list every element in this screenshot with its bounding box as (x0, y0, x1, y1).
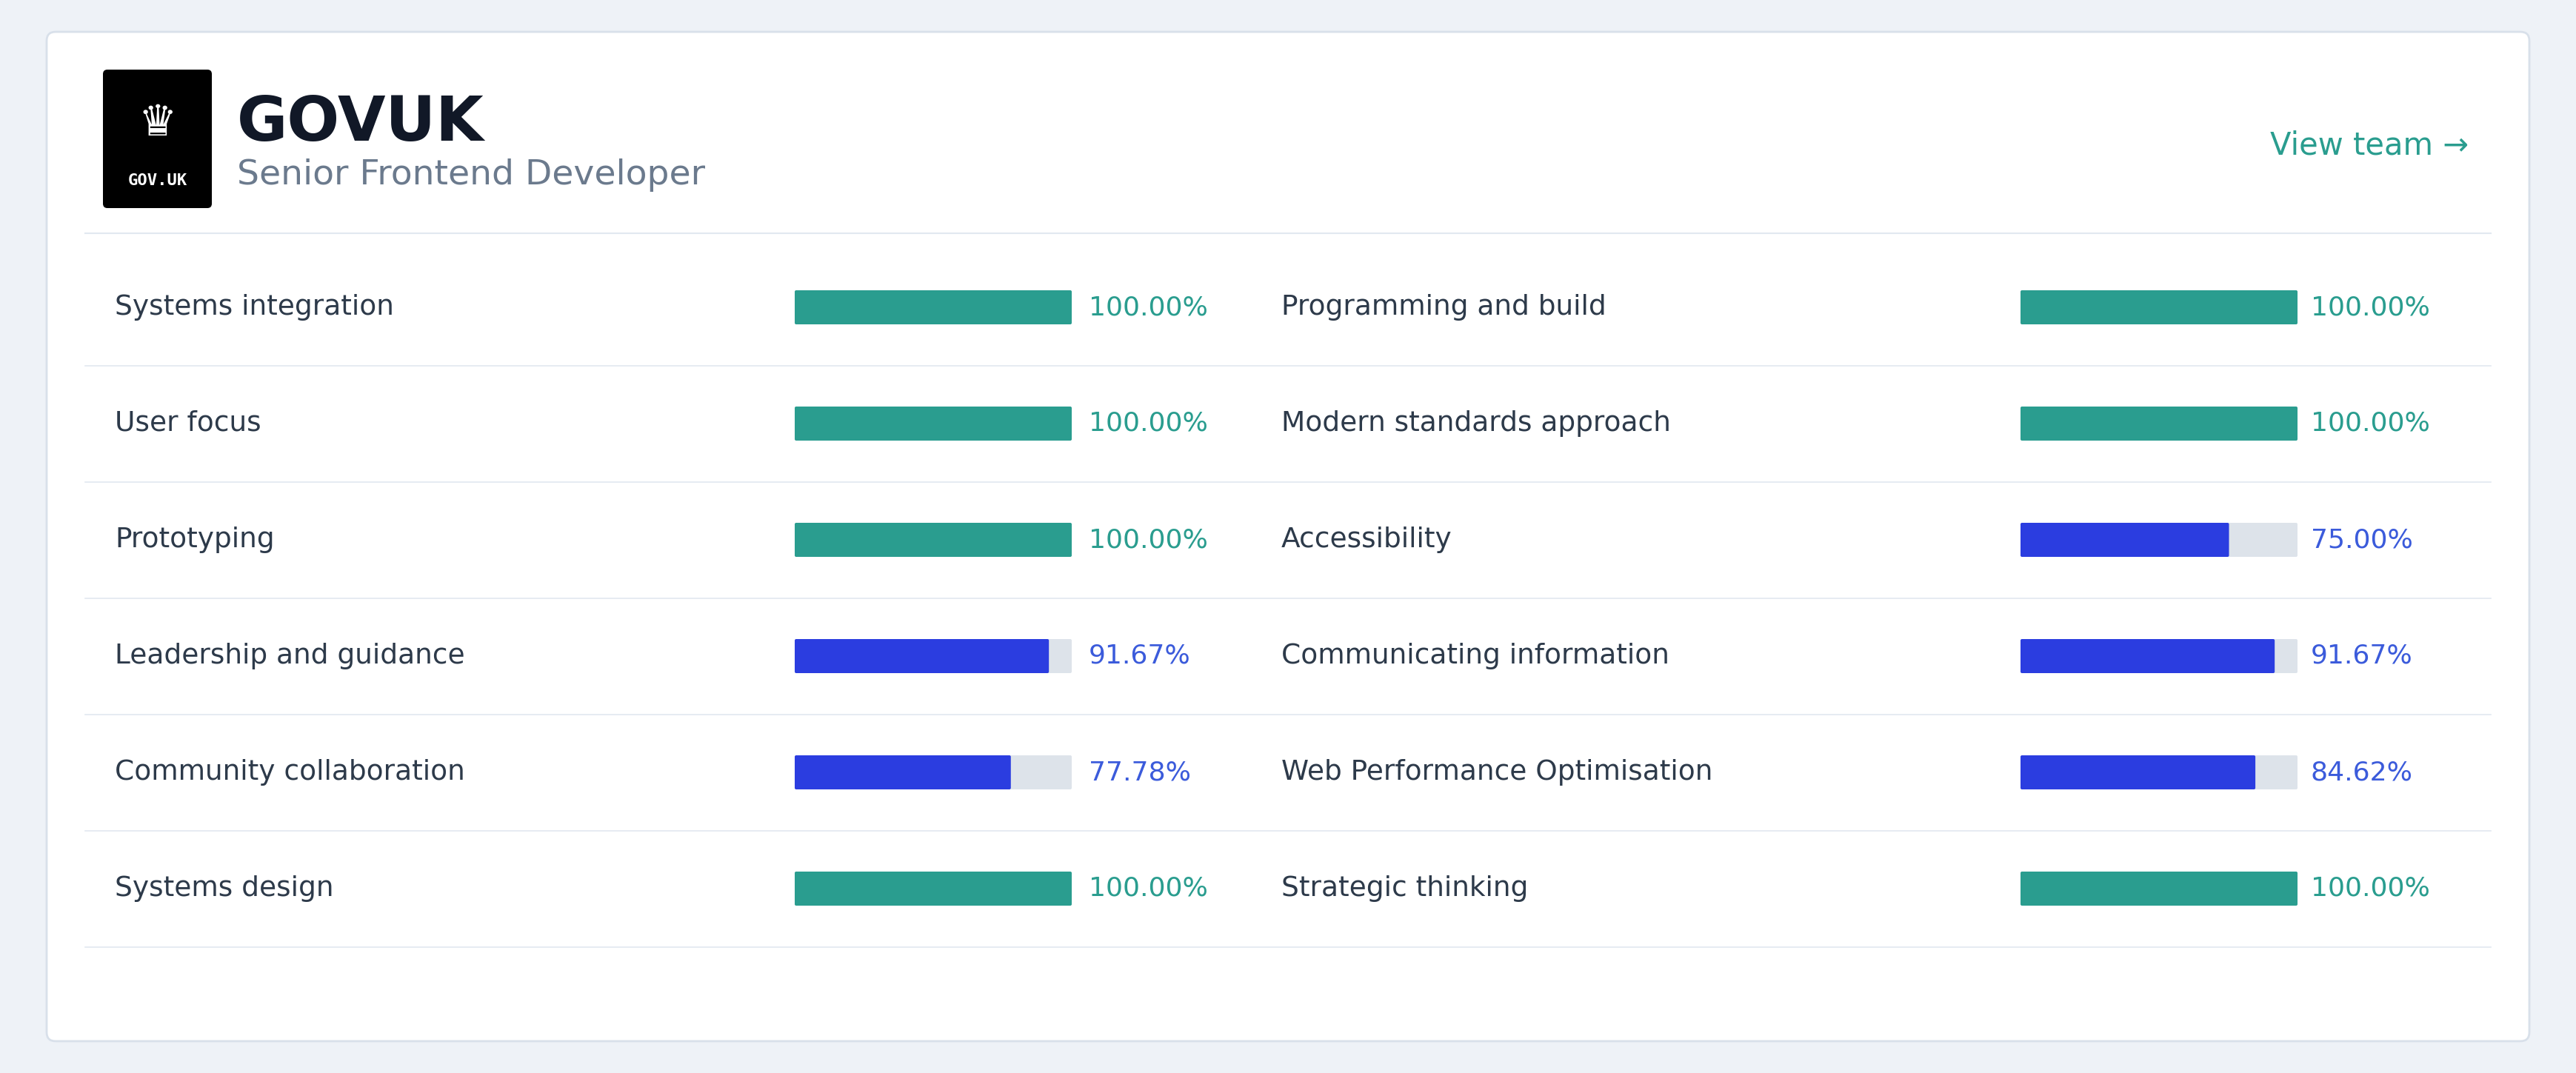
FancyBboxPatch shape (796, 523, 1072, 557)
Text: Leadership and guidance: Leadership and guidance (116, 643, 464, 670)
FancyBboxPatch shape (2020, 871, 2298, 906)
Text: 91.67%: 91.67% (1090, 644, 1190, 668)
Text: 75.00%: 75.00% (2311, 527, 2414, 553)
FancyBboxPatch shape (796, 640, 1048, 673)
Text: 100.00%: 100.00% (1090, 527, 1208, 553)
FancyBboxPatch shape (796, 755, 1072, 790)
Text: Strategic thinking: Strategic thinking (1280, 876, 1528, 902)
FancyBboxPatch shape (46, 32, 2530, 1041)
Text: Modern standards approach: Modern standards approach (1280, 410, 1672, 437)
Text: Web Performance Optimisation: Web Performance Optimisation (1280, 759, 1713, 785)
Text: 100.00%: 100.00% (1090, 295, 1208, 320)
FancyBboxPatch shape (2020, 407, 2298, 441)
Text: 84.62%: 84.62% (2311, 760, 2414, 785)
FancyBboxPatch shape (796, 755, 1010, 790)
Text: View team →: View team → (2269, 130, 2468, 161)
FancyBboxPatch shape (2020, 523, 2298, 557)
Text: GOV.UK: GOV.UK (129, 173, 188, 188)
FancyBboxPatch shape (2020, 523, 2228, 557)
Text: Communicating information: Communicating information (1280, 643, 1669, 670)
FancyBboxPatch shape (2020, 291, 2298, 324)
Text: GOVUK: GOVUK (237, 93, 484, 153)
Text: 100.00%: 100.00% (2311, 411, 2429, 436)
Text: Programming and build: Programming and build (1280, 294, 1607, 321)
FancyBboxPatch shape (796, 640, 1072, 673)
Text: Prototyping: Prototyping (116, 527, 276, 554)
Text: 100.00%: 100.00% (2311, 876, 2429, 901)
FancyBboxPatch shape (2020, 755, 2298, 790)
FancyBboxPatch shape (2020, 291, 2298, 324)
FancyBboxPatch shape (2020, 640, 2298, 673)
Text: Accessibility: Accessibility (1280, 527, 1453, 554)
Text: Senior Frontend Developer: Senior Frontend Developer (237, 159, 706, 192)
Text: 91.67%: 91.67% (2311, 644, 2414, 668)
FancyBboxPatch shape (2020, 407, 2298, 441)
FancyBboxPatch shape (796, 871, 1072, 906)
FancyBboxPatch shape (796, 407, 1072, 441)
Text: Community collaboration: Community collaboration (116, 759, 464, 785)
FancyBboxPatch shape (796, 291, 1072, 324)
Text: 100.00%: 100.00% (2311, 295, 2429, 320)
FancyBboxPatch shape (796, 871, 1072, 906)
FancyBboxPatch shape (2020, 755, 2257, 790)
Text: 100.00%: 100.00% (1090, 411, 1208, 436)
FancyBboxPatch shape (796, 523, 1072, 557)
FancyBboxPatch shape (103, 70, 211, 208)
Text: ♛: ♛ (139, 102, 178, 145)
FancyBboxPatch shape (2020, 640, 2275, 673)
FancyBboxPatch shape (796, 291, 1072, 324)
FancyBboxPatch shape (796, 407, 1072, 441)
Text: Systems design: Systems design (116, 876, 335, 902)
Text: Systems integration: Systems integration (116, 294, 394, 321)
FancyBboxPatch shape (2020, 871, 2298, 906)
Text: 100.00%: 100.00% (1090, 876, 1208, 901)
Text: 77.78%: 77.78% (1090, 760, 1190, 785)
Text: User focus: User focus (116, 410, 260, 437)
